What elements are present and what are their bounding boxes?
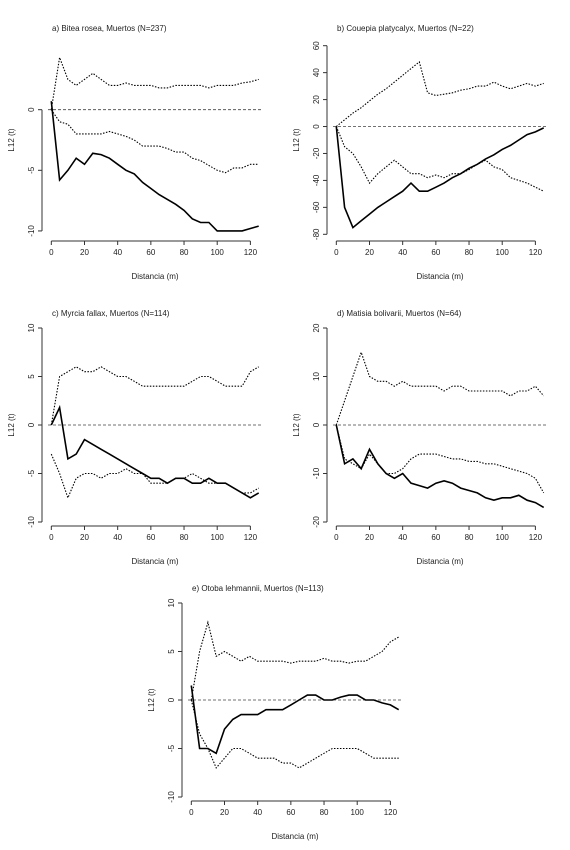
y-tick-label: -40	[312, 174, 321, 186]
series-line	[335, 350, 545, 426]
x-tick-label: 120	[244, 533, 258, 542]
x-tick-label: 100	[351, 808, 365, 817]
x-tick-label: 80	[180, 248, 189, 257]
y-tick-label: 10	[167, 598, 176, 607]
x-tick-label: 40	[113, 533, 122, 542]
series-line	[190, 620, 399, 701]
y-tick-label: -80	[312, 228, 321, 240]
x-axis-label: Distancia (m)	[131, 272, 178, 281]
series-line	[335, 60, 544, 127]
y-axis-label: L12 (t)	[7, 128, 16, 151]
y-tick-label: 40	[312, 68, 321, 77]
x-tick-label: 0	[49, 248, 54, 257]
x-tick-label: 0	[334, 533, 339, 542]
y-axis-label: L12 (t)	[292, 413, 301, 436]
y-tick-label: -60	[312, 201, 321, 213]
x-tick-label: 120	[529, 533, 543, 542]
x-tick-label: 20	[365, 533, 374, 542]
y-axis-label: L12 (t)	[147, 688, 156, 711]
x-tick-label: 60	[146, 533, 155, 542]
y-tick-label: -10	[167, 791, 176, 803]
y-tick-label: -10	[312, 467, 321, 479]
y-tick-label: 5	[27, 374, 36, 379]
y-tick-label: 0	[312, 422, 321, 427]
x-tick-label: 80	[180, 533, 189, 542]
x-tick-label: 20	[365, 248, 374, 257]
x-tick-label: 0	[334, 248, 339, 257]
x-tick-label: 20	[80, 248, 89, 257]
x-tick-label: 120	[384, 808, 398, 817]
x-tick-label: 80	[320, 808, 329, 817]
series-line	[50, 109, 259, 174]
series-line	[335, 126, 545, 229]
x-tick-label: 20	[80, 533, 89, 542]
y-tick-label: -10	[27, 516, 36, 528]
x-tick-label: 0	[49, 533, 54, 542]
chart-title: c) Myrcia fallax, Muertos (N=114)	[52, 309, 170, 318]
y-tick-label: 0	[167, 697, 176, 702]
x-tick-label: 40	[253, 808, 262, 817]
x-tick-label: 100	[211, 533, 225, 542]
y-tick-label: 0	[27, 107, 36, 112]
x-axis-label: Distancia (m)	[131, 557, 178, 566]
series-line	[335, 126, 544, 192]
chart-title: e) Otoba lehmannii, Muertos (N=113)	[192, 584, 324, 593]
series-line	[190, 699, 399, 769]
chart-title: d) Matisia bolivarii, Muertos (N=64)	[337, 309, 462, 318]
chart-title: a) Bitea rosea, Muertos (N=237)	[52, 24, 167, 33]
y-tick-label: 10	[27, 323, 36, 332]
x-tick-label: 100	[496, 248, 510, 257]
series-line	[335, 424, 545, 509]
series-line	[50, 101, 259, 232]
x-tick-label: 80	[465, 533, 474, 542]
x-tick-label: 60	[431, 533, 440, 542]
series-line	[50, 366, 259, 426]
y-tick-label: -5	[27, 166, 36, 174]
y-tick-label: -20	[312, 147, 321, 159]
chart-panel: e) Otoba lehmannii, Muertos (N=113) L12 (…	[147, 584, 402, 841]
y-tick-label: 10	[312, 372, 321, 381]
y-tick-label: 20	[312, 323, 321, 332]
series-line	[50, 453, 259, 500]
series-line	[50, 404, 260, 499]
y-tick-label: 0	[27, 422, 36, 427]
y-tick-label: -20	[312, 516, 321, 528]
chart-panel: c) Myrcia fallax, Muertos (N=114) L12 (t)…	[7, 309, 262, 566]
y-tick-label: 5	[167, 649, 176, 654]
series-line	[190, 685, 400, 755]
y-axis-label: L12 (t)	[292, 128, 301, 151]
x-tick-label: 40	[113, 248, 122, 257]
series-line	[335, 424, 545, 494]
x-tick-label: 120	[244, 248, 258, 257]
x-tick-label: 100	[496, 533, 510, 542]
x-tick-label: 40	[398, 248, 407, 257]
x-tick-label: 20	[220, 808, 229, 817]
x-tick-label: 60	[431, 248, 440, 257]
y-tick-label: -5	[27, 469, 36, 477]
x-tick-label: 60	[286, 808, 295, 817]
y-tick-label: 0	[312, 124, 321, 129]
x-axis-label: Distancia (m)	[271, 832, 318, 841]
x-tick-label: 40	[398, 533, 407, 542]
y-tick-label: 60	[312, 41, 321, 50]
x-tick-label: 120	[529, 248, 543, 257]
x-tick-label: 100	[211, 248, 225, 257]
x-axis-label: Distancia (m)	[416, 557, 463, 566]
y-tick-label: -10	[27, 225, 36, 237]
y-tick-label: -5	[167, 744, 176, 752]
chart-panel: b) Couepia platycalyx, Muertos (N=22) L12…	[292, 24, 547, 281]
x-tick-label: 0	[189, 808, 194, 817]
series-line	[50, 55, 259, 110]
x-tick-label: 60	[146, 248, 155, 257]
chart-panel: d) Matisia bolivarii, Muertos (N=64) L12 …	[292, 309, 547, 566]
x-axis-label: Distancia (m)	[416, 272, 463, 281]
chart-title: b) Couepia platycalyx, Muertos (N=22)	[337, 24, 474, 33]
chart-panel: a) Bitea rosea, Muertos (N=237) L12 (t) Di…	[7, 24, 262, 281]
y-tick-label: 20	[312, 95, 321, 104]
x-tick-label: 80	[465, 248, 474, 257]
y-axis-label: L12 (t)	[7, 413, 16, 436]
